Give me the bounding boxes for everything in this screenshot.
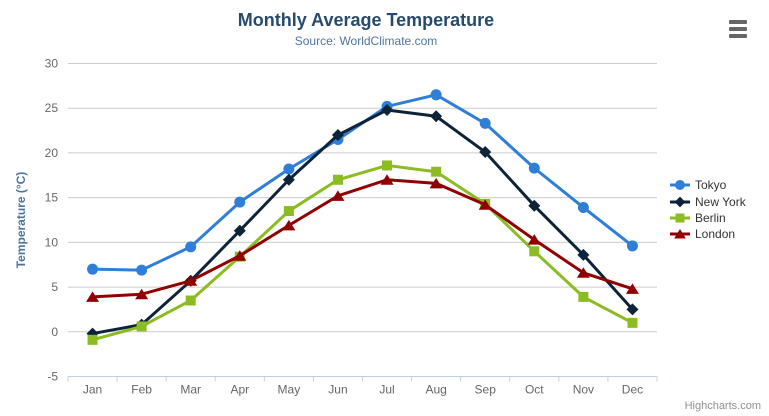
y-axis-title: Temperature (°C) <box>14 172 28 269</box>
marker-new-york-jun[interactable] <box>331 129 344 142</box>
x-tick-label: May <box>278 383 301 397</box>
marker-berlin-jul[interactable] <box>382 160 393 171</box>
x-tick-label: Dec <box>622 383 643 397</box>
y-tick-label: 10 <box>45 235 59 249</box>
legend-item-new-york[interactable]: New York <box>670 193 746 209</box>
legend: Tokyo New York Berlin London <box>670 177 746 243</box>
marker-new-york-may[interactable] <box>282 173 295 186</box>
marker-tokyo-mar[interactable] <box>185 241 197 253</box>
legend-symbol-london <box>674 229 686 239</box>
marker-new-york-apr[interactable] <box>233 224 246 237</box>
series-line-london[interactable] <box>91 178 634 299</box>
x-tick-label: Aug <box>425 383 446 397</box>
x-tick-label: Nov <box>573 383 594 397</box>
marker-berlin-mar[interactable] <box>185 295 196 306</box>
x-tick-label: Jun <box>328 383 347 397</box>
y-tick-label: 0 <box>51 325 58 339</box>
marker-new-york-aug[interactable] <box>430 110 443 123</box>
marker-london-mar[interactable] <box>184 275 198 286</box>
legend-symbol-new-york <box>674 196 686 207</box>
marker-tokyo-feb[interactable] <box>136 264 148 276</box>
marker-london-jan[interactable] <box>86 291 100 302</box>
marker-new-york-dec[interactable] <box>626 303 639 316</box>
marker-london-nov[interactable] <box>576 267 590 278</box>
marker-tokyo-may[interactable] <box>283 163 295 175</box>
marker-berlin-nov[interactable] <box>578 291 589 302</box>
marker-new-york-nov[interactable] <box>577 248 590 261</box>
y-tick-label: 30 <box>45 57 59 71</box>
series-line-new-york[interactable] <box>91 108 634 336</box>
marker-tokyo-aug[interactable] <box>430 89 442 101</box>
marker-tokyo-oct[interactable] <box>528 162 540 174</box>
marker-london-sep[interactable] <box>478 199 492 210</box>
y-tick-label: 20 <box>45 146 59 160</box>
chart-subtitle: Source: WorldClimate.com <box>294 34 438 48</box>
marker-london-may[interactable] <box>282 219 296 231</box>
marker-berlin-dec[interactable] <box>627 317 638 328</box>
marker-berlin-oct[interactable] <box>529 246 540 257</box>
marker-london-dec[interactable] <box>625 283 639 294</box>
marker-new-york-jul[interactable] <box>381 104 394 117</box>
x-tick-label: Feb <box>131 383 152 397</box>
legend-marker-london <box>670 229 690 239</box>
hamburger-icon <box>729 27 747 31</box>
marker-london-jul[interactable] <box>380 174 394 185</box>
x-tick-label: Jul <box>379 383 394 397</box>
legend-marker-berlin <box>670 213 690 223</box>
marker-berlin-may[interactable] <box>283 206 294 217</box>
legend-label: London <box>695 227 736 242</box>
marker-london-apr[interactable] <box>233 250 247 261</box>
legend-item-berlin[interactable]: Berlin <box>670 210 746 226</box>
y-tick-label: 15 <box>45 191 59 205</box>
marker-london-jun[interactable] <box>331 190 345 201</box>
series-line-berlin[interactable] <box>91 163 634 342</box>
legend-symbol-berlin <box>675 213 685 223</box>
export-menu-button[interactable] <box>729 19 749 39</box>
x-tick-label: Apr <box>230 383 249 397</box>
marker-tokyo-apr[interactable] <box>234 196 246 208</box>
marker-tokyo-sep[interactable] <box>479 117 491 129</box>
legend-label: New York <box>695 194 746 209</box>
hamburger-icon <box>729 20 747 24</box>
marker-tokyo-jan[interactable] <box>87 263 99 275</box>
legend-item-london[interactable]: London <box>670 226 746 242</box>
legend-marker-tokyo <box>670 180 690 191</box>
marker-berlin-jan[interactable] <box>87 334 98 345</box>
marker-tokyo-dec[interactable] <box>626 240 638 252</box>
x-tick-label: Jan <box>83 383 102 397</box>
y-tick-label: 5 <box>51 280 58 294</box>
hamburger-icon <box>729 34 747 38</box>
legend-symbol-tokyo <box>675 180 685 191</box>
y-tick-label: -5 <box>47 370 58 384</box>
marker-berlin-aug[interactable] <box>431 166 442 177</box>
marker-berlin-feb[interactable] <box>136 321 147 332</box>
marker-new-york-oct[interactable] <box>528 199 541 212</box>
x-tick-label: Sep <box>475 383 497 397</box>
marker-new-york-sep[interactable] <box>479 146 492 159</box>
marker-tokyo-nov[interactable] <box>577 201 589 213</box>
legend-label: Tokyo <box>695 178 727 193</box>
y-tick-label: 25 <box>45 101 59 115</box>
marker-london-feb[interactable] <box>135 288 149 300</box>
credits-link[interactable]: Highcharts.com <box>684 400 761 412</box>
x-tick-label: Mar <box>180 383 201 397</box>
chart-title: Monthly Average Temperature <box>237 10 495 30</box>
legend-item-tokyo[interactable]: Tokyo <box>670 177 746 193</box>
x-tick-label: Oct <box>525 383 544 397</box>
marker-london-oct[interactable] <box>527 234 541 245</box>
marker-berlin-jun[interactable] <box>332 174 343 185</box>
marker-london-aug[interactable] <box>429 177 443 189</box>
legend-marker-new-york <box>670 196 690 207</box>
legend-label: Berlin <box>695 210 726 225</box>
